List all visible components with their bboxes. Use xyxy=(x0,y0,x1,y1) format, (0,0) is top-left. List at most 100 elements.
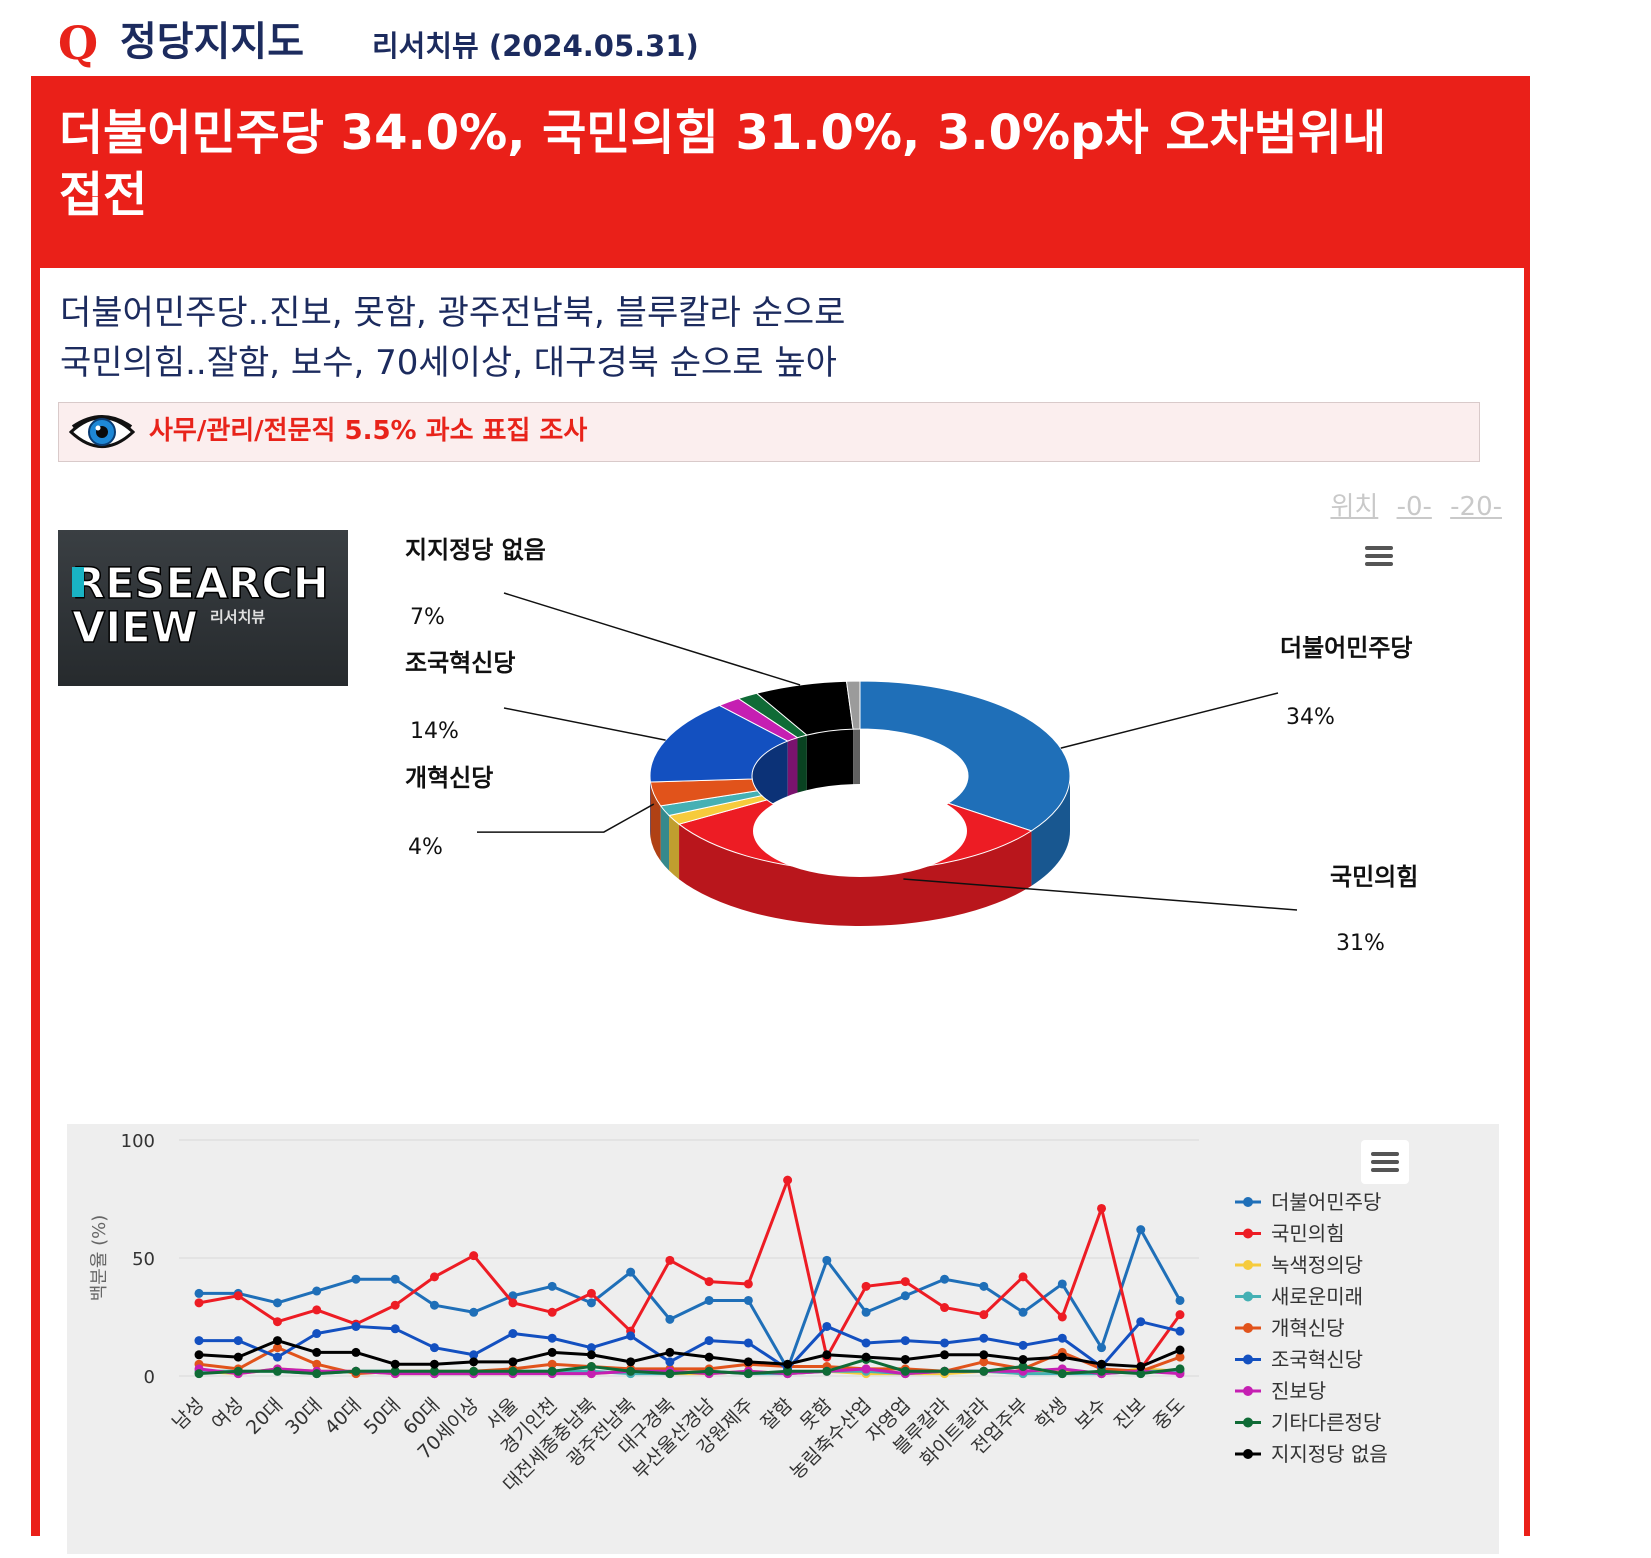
pie-menu-button[interactable] xyxy=(1354,534,1402,578)
data-point[interactable] xyxy=(744,1357,753,1366)
legend-item[interactable]: 지지정당 없음 xyxy=(1271,1442,1388,1466)
data-point[interactable] xyxy=(469,1357,478,1366)
data-point[interactable] xyxy=(626,1268,635,1277)
data-point[interactable] xyxy=(940,1367,949,1376)
data-point[interactable] xyxy=(548,1348,557,1357)
data-point[interactable] xyxy=(665,1348,674,1357)
data-point[interactable] xyxy=(1176,1296,1185,1305)
data-point[interactable] xyxy=(273,1336,282,1345)
data-point[interactable] xyxy=(234,1291,243,1300)
data-point[interactable] xyxy=(1136,1225,1145,1234)
data-point[interactable] xyxy=(862,1364,871,1373)
data-point[interactable] xyxy=(1058,1353,1067,1362)
data-point[interactable] xyxy=(783,1176,792,1185)
data-point[interactable] xyxy=(1176,1346,1185,1355)
data-point[interactable] xyxy=(665,1256,674,1265)
data-point[interactable] xyxy=(665,1369,674,1378)
data-point[interactable] xyxy=(273,1317,282,1326)
data-point[interactable] xyxy=(1019,1308,1028,1317)
data-point[interactable] xyxy=(1176,1327,1185,1336)
data-point[interactable] xyxy=(508,1357,517,1366)
data-point[interactable] xyxy=(234,1353,243,1362)
data-point[interactable] xyxy=(508,1298,517,1307)
data-point[interactable] xyxy=(234,1336,243,1345)
data-point[interactable] xyxy=(430,1360,439,1369)
data-point[interactable] xyxy=(587,1298,596,1307)
data-point[interactable] xyxy=(234,1367,243,1376)
data-point[interactable] xyxy=(391,1301,400,1310)
data-point[interactable] xyxy=(822,1350,831,1359)
data-point[interactable] xyxy=(940,1303,949,1312)
legend-item[interactable]: 새로운미래 xyxy=(1271,1285,1363,1309)
data-point[interactable] xyxy=(1019,1355,1028,1364)
data-point[interactable] xyxy=(548,1308,557,1317)
data-point[interactable] xyxy=(1058,1369,1067,1378)
data-point[interactable] xyxy=(744,1279,753,1288)
data-point[interactable] xyxy=(979,1310,988,1319)
data-point[interactable] xyxy=(862,1282,871,1291)
data-point[interactable] xyxy=(940,1338,949,1347)
data-point[interactable] xyxy=(391,1360,400,1369)
data-point[interactable] xyxy=(901,1336,910,1345)
data-point[interactable] xyxy=(1019,1341,1028,1350)
data-point[interactable] xyxy=(901,1367,910,1376)
legend-item[interactable]: 진보당 xyxy=(1271,1379,1326,1403)
data-point[interactable] xyxy=(312,1287,321,1296)
data-point[interactable] xyxy=(705,1367,714,1376)
data-point[interactable] xyxy=(665,1357,674,1366)
data-point[interactable] xyxy=(195,1369,204,1378)
data-point[interactable] xyxy=(548,1282,557,1291)
legend-item[interactable]: 개혁신당 xyxy=(1271,1316,1345,1340)
line-menu-button[interactable] xyxy=(1361,1140,1409,1184)
data-point[interactable] xyxy=(548,1367,557,1376)
data-point[interactable] xyxy=(430,1272,439,1281)
legend-item[interactable]: 더불어민주당 xyxy=(1271,1190,1381,1214)
data-point[interactable] xyxy=(548,1334,557,1343)
legend-item[interactable]: 조국혁신당 xyxy=(1271,1348,1363,1372)
data-point[interactable] xyxy=(862,1353,871,1362)
data-point[interactable] xyxy=(391,1275,400,1284)
data-point[interactable] xyxy=(312,1305,321,1314)
data-point[interactable] xyxy=(351,1275,360,1284)
data-point[interactable] xyxy=(1136,1362,1145,1371)
data-point[interactable] xyxy=(273,1298,282,1307)
data-point[interactable] xyxy=(705,1277,714,1286)
data-point[interactable] xyxy=(508,1329,517,1338)
data-point[interactable] xyxy=(273,1353,282,1362)
data-point[interactable] xyxy=(195,1289,204,1298)
data-point[interactable] xyxy=(469,1308,478,1317)
data-point[interactable] xyxy=(979,1282,988,1291)
data-point[interactable] xyxy=(195,1298,204,1307)
data-point[interactable] xyxy=(1058,1313,1067,1322)
data-point[interactable] xyxy=(626,1367,635,1376)
data-point[interactable] xyxy=(901,1291,910,1300)
data-point[interactable] xyxy=(665,1315,674,1324)
data-point[interactable] xyxy=(822,1322,831,1331)
data-point[interactable] xyxy=(469,1251,478,1260)
data-point[interactable] xyxy=(1058,1334,1067,1343)
data-point[interactable] xyxy=(1058,1279,1067,1288)
data-point[interactable] xyxy=(195,1350,204,1359)
data-point[interactable] xyxy=(351,1322,360,1331)
data-point[interactable] xyxy=(822,1367,831,1376)
data-point[interactable] xyxy=(1097,1343,1106,1352)
data-point[interactable] xyxy=(469,1367,478,1376)
data-point[interactable] xyxy=(705,1336,714,1345)
data-point[interactable] xyxy=(744,1338,753,1347)
data-point[interactable] xyxy=(312,1369,321,1378)
data-point[interactable] xyxy=(1176,1310,1185,1319)
data-point[interactable] xyxy=(979,1334,988,1343)
data-point[interactable] xyxy=(940,1350,949,1359)
data-point[interactable] xyxy=(1019,1272,1028,1281)
data-point[interactable] xyxy=(587,1362,596,1371)
data-point[interactable] xyxy=(783,1360,792,1369)
data-point[interactable] xyxy=(273,1367,282,1376)
data-point[interactable] xyxy=(1176,1364,1185,1373)
data-point[interactable] xyxy=(391,1324,400,1333)
data-point[interactable] xyxy=(430,1301,439,1310)
data-point[interactable] xyxy=(744,1369,753,1378)
data-point[interactable] xyxy=(979,1367,988,1376)
data-point[interactable] xyxy=(430,1343,439,1352)
data-point[interactable] xyxy=(705,1296,714,1305)
legend-item[interactable]: 국민의힘 xyxy=(1271,1222,1345,1246)
